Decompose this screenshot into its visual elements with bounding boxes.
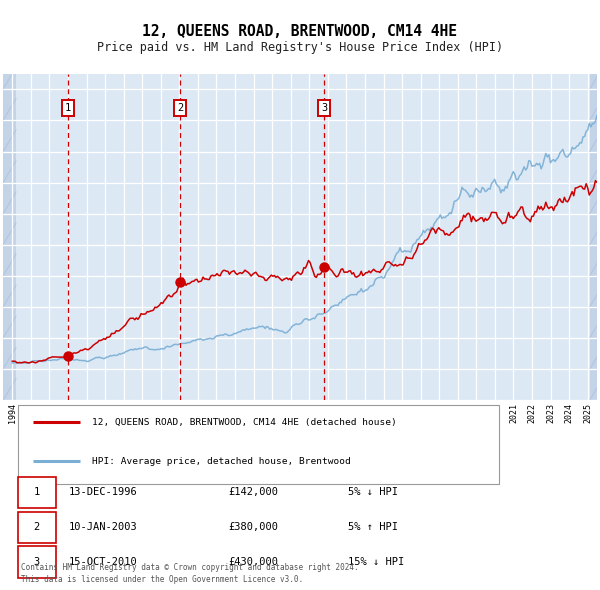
Text: 1: 1 [34, 487, 40, 497]
Text: 3: 3 [34, 557, 40, 567]
FancyBboxPatch shape [18, 512, 56, 543]
FancyBboxPatch shape [18, 405, 499, 484]
Text: HPI: Average price, detached house, Brentwood: HPI: Average price, detached house, Bren… [92, 457, 351, 466]
Text: 15% ↓ HPI: 15% ↓ HPI [347, 557, 404, 567]
Text: £430,000: £430,000 [229, 557, 279, 567]
Text: 3: 3 [321, 103, 327, 113]
FancyBboxPatch shape [18, 477, 56, 508]
Text: 2: 2 [34, 522, 40, 532]
Text: 5% ↓ HPI: 5% ↓ HPI [347, 487, 398, 497]
Bar [590, 74, 597, 401]
FancyBboxPatch shape [18, 546, 56, 578]
Text: £142,000: £142,000 [229, 487, 279, 497]
Text: 13-DEC-1996: 13-DEC-1996 [68, 487, 137, 497]
Text: 10-JAN-2003: 10-JAN-2003 [68, 522, 137, 532]
Text: 1: 1 [65, 103, 71, 113]
Text: 12, QUEENS ROAD, BRENTWOOD, CM14 4HE (detached house): 12, QUEENS ROAD, BRENTWOOD, CM14 4HE (de… [92, 418, 397, 427]
Text: 2: 2 [177, 103, 184, 113]
Text: 5% ↑ HPI: 5% ↑ HPI [347, 522, 398, 532]
Text: 15-OCT-2010: 15-OCT-2010 [68, 557, 137, 567]
Text: 12, QUEENS ROAD, BRENTWOOD, CM14 4HE: 12, QUEENS ROAD, BRENTWOOD, CM14 4HE [143, 24, 458, 38]
Text: Contains HM Land Registry data © Crown copyright and database right 2024.
This d: Contains HM Land Registry data © Crown c… [21, 563, 358, 584]
Text: £380,000: £380,000 [229, 522, 279, 532]
Text: Price paid vs. HM Land Registry's House Price Index (HPI): Price paid vs. HM Land Registry's House … [97, 41, 503, 54]
Bar [3, 74, 16, 401]
